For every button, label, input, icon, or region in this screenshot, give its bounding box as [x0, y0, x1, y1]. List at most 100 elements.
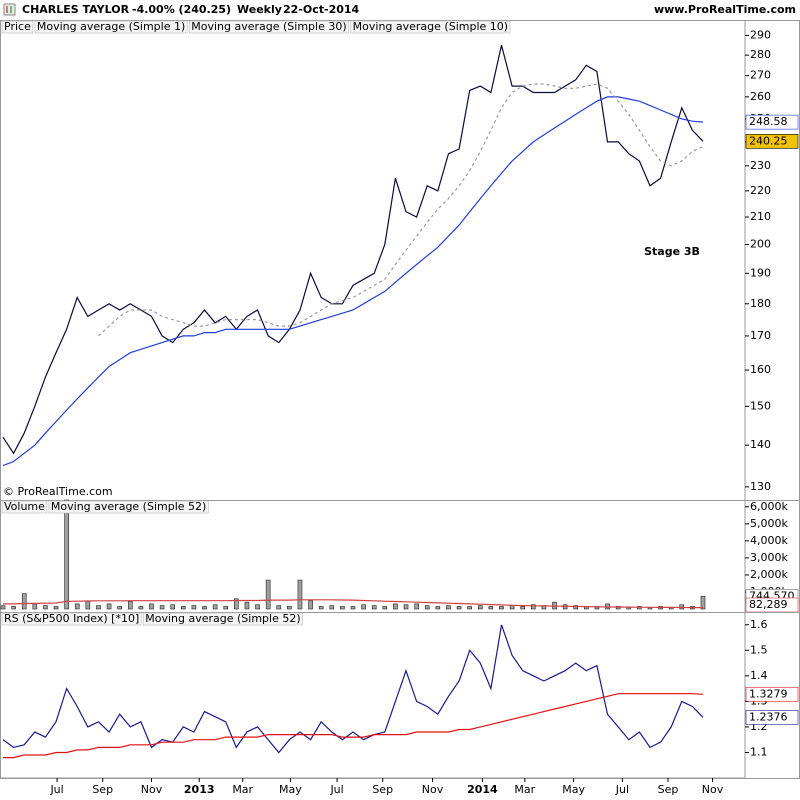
x-tick-label: Jul — [615, 783, 629, 796]
volume-bar — [531, 604, 536, 610]
volume-bar — [276, 605, 282, 610]
volume-bar — [488, 606, 494, 610]
volume-bar — [64, 499, 69, 610]
volume-bar — [340, 606, 345, 610]
volume-bar — [21, 593, 27, 610]
volume-bar — [456, 606, 462, 610]
volume-bar — [85, 601, 91, 610]
x-tick-label: Mar — [232, 783, 253, 796]
legend-entry: Moving average (Simple 30) — [191, 20, 346, 33]
volume-bar — [700, 596, 706, 610]
volume-bar — [361, 604, 366, 610]
site: www.ProRealTime.com — [654, 3, 796, 16]
series-line — [3, 599, 703, 609]
y-tick-label: 190 — [750, 266, 771, 279]
y-tick-label: 1.4 — [750, 669, 768, 682]
volume-bar — [212, 604, 218, 610]
legend-entry: Moving average (Simple 52) — [145, 612, 300, 625]
volume-bar — [159, 605, 165, 610]
volume-bar — [446, 605, 451, 610]
x-tick-label: Nov — [702, 783, 724, 796]
volume-bar — [149, 603, 154, 610]
y-tick-label: 3,000k — [750, 551, 788, 564]
y-tick-label: 230 — [750, 159, 771, 172]
copyright: © ProRealTime.com — [3, 485, 113, 498]
volume-bar — [499, 606, 504, 610]
last-value-box — [745, 114, 799, 130]
x-tick-label: Nov — [141, 783, 163, 796]
x-tick-label: May — [279, 783, 302, 796]
y-tick-label: 6,000k — [750, 500, 788, 513]
volume-bar — [477, 605, 483, 610]
y-tick-label: 170 — [750, 329, 771, 342]
y-tick-label: 260 — [750, 90, 771, 103]
volume-bar — [202, 606, 207, 610]
last-value-label: 1.2376 — [749, 710, 788, 723]
x-tick-label: Nov — [422, 783, 444, 796]
legend-entry: Moving average (Simple 52) — [51, 500, 206, 513]
volume-bar — [244, 601, 250, 610]
volume-bar — [32, 603, 38, 610]
legend-entry: RS (S&P500 Index) [*10] — [4, 612, 139, 625]
volume-bar — [573, 605, 579, 610]
volume-bar — [414, 603, 419, 610]
legend-box — [350, 20, 511, 34]
y-tick-label: 210 — [750, 210, 771, 223]
last-value-label: 240.25 — [749, 134, 788, 147]
x-tick-label: Mar — [514, 783, 535, 796]
volume-bar — [106, 603, 112, 610]
y-tick-label: 270 — [750, 69, 771, 82]
series-line — [2, 624, 704, 754]
volume-bar — [318, 606, 324, 610]
x-tick-label: Sep — [92, 783, 113, 796]
legend-box — [34, 20, 188, 34]
date: 22-Oct-2014 — [283, 3, 360, 16]
volume-bar — [96, 605, 101, 610]
volume-bar — [181, 606, 186, 610]
volume-bar — [679, 604, 685, 610]
volume-bar — [393, 603, 398, 610]
y-tick-label: 160 — [750, 363, 771, 376]
volume-bar — [223, 606, 229, 610]
series-line — [3, 693, 704, 759]
y-tick-label: 180 — [750, 297, 771, 310]
volume-bar — [255, 604, 260, 610]
legend-entry: Volume — [4, 500, 45, 513]
y-tick-label: 280 — [750, 48, 771, 61]
legend-entry: Moving average (Simple 1) — [37, 20, 185, 33]
volume-bar — [43, 605, 48, 610]
series-line — [98, 83, 704, 337]
legend-box — [48, 500, 209, 514]
volume-bar — [11, 606, 16, 610]
symbol-icon — [3, 3, 16, 16]
y-tick-label: 290 — [750, 28, 771, 41]
y-tick-label: 200 — [750, 237, 771, 250]
volume-bar — [0, 605, 6, 610]
series-line — [2, 96, 704, 467]
legend-box — [142, 612, 303, 626]
last-value-box — [745, 686, 799, 702]
y-tick-label: 4,000k — [750, 534, 788, 547]
volume-bar — [382, 606, 388, 610]
legend-box — [1, 500, 48, 514]
x-tick-label: Jul — [49, 783, 63, 796]
volume-bar — [234, 598, 239, 610]
last-value-label: 248.58 — [749, 115, 788, 128]
change: -4.00% (240.25) — [132, 3, 231, 16]
volume-bar — [350, 606, 356, 610]
volume-bar — [117, 606, 122, 610]
volume-bar — [329, 605, 335, 610]
volume-bar — [53, 606, 59, 610]
legend-box — [1, 20, 34, 34]
volume-bar — [170, 604, 175, 610]
y-tick-label: 150 — [750, 399, 771, 412]
volume-bar — [424, 605, 430, 610]
volume-bar — [467, 606, 472, 610]
legend-entry: Price — [4, 20, 31, 33]
symbol: CHARLES TAYLOR — [22, 3, 130, 16]
last-value-box — [745, 710, 799, 725]
volume-bar — [265, 579, 271, 610]
volume-bar — [287, 606, 292, 610]
legend-box — [1, 612, 142, 626]
